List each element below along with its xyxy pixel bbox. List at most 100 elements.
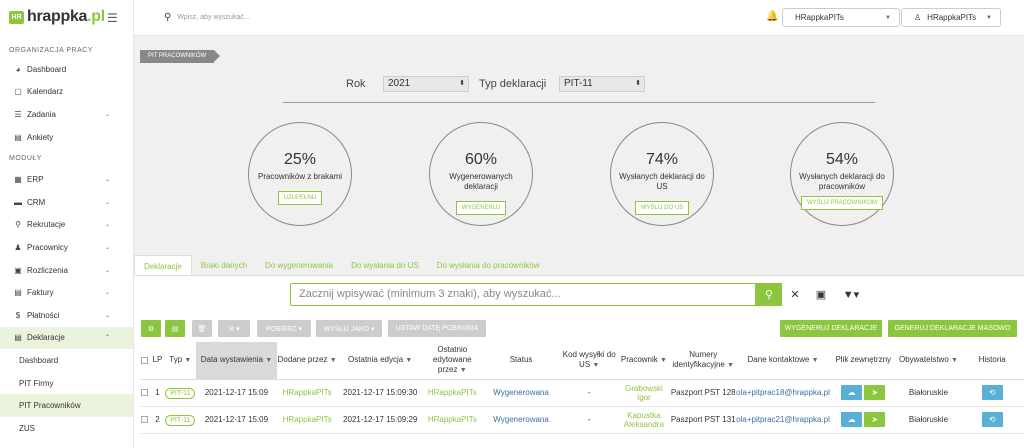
send-icon[interactable]: ➤ <box>864 385 886 400</box>
tab-declarations[interactable]: Deklaracje <box>134 255 192 275</box>
type-select[interactable]: PIT-11 ⬍ <box>559 76 645 92</box>
sidebar-item-crm[interactable]: ▬ CRM ⌄ <box>0 191 133 214</box>
col-typ[interactable]: Typ ▼ <box>164 342 196 380</box>
filter-icon[interactable]: ▼ <box>405 356 413 364</box>
company-select[interactable]: HRappkaPITs ▼ <box>782 8 900 27</box>
cell-pracownik[interactable]: Grabowski Igor <box>617 379 671 407</box>
sidebar-item-recruitment[interactable]: ⚲ Rekrutacje ⌄ <box>0 214 133 237</box>
send-icon[interactable]: ➤ <box>864 412 886 427</box>
logo-name: hrappka <box>27 8 88 25</box>
cell-dodane[interactable]: HRappkaPITs <box>277 379 338 407</box>
sidebar-sub-pit-pracownikow[interactable]: PIT Pracowników <box>0 394 133 417</box>
clear-button[interactable]: ✕ <box>782 283 808 306</box>
filter-icon[interactable]: ▼ <box>660 356 667 364</box>
bell-icon[interactable]: 🔔 <box>766 11 779 22</box>
sidebar-sub-zus[interactable]: ZUS <box>19 423 35 433</box>
generate-button[interactable]: WYGENERUJ <box>455 201 507 215</box>
generate-declarations-button[interactable]: WYGENERUJ DEKLARACJE <box>780 320 882 337</box>
cell-kontakt[interactable]: ola+pitprac21@hrappka.pl <box>736 406 830 434</box>
col-pracownik[interactable]: Pracownik ▼ <box>617 342 671 380</box>
tab-to-generate[interactable]: Do wygenerowania <box>265 261 334 270</box>
filter-icon[interactable]: ▼ <box>727 361 735 369</box>
col-numery[interactable]: Numery identyfikacyjne ▼ <box>670 342 737 380</box>
filter-icon[interactable]: ▼ <box>329 356 337 364</box>
year-select[interactable]: 2021 ⬍ <box>383 76 469 92</box>
settings-button[interactable]: ⚙ <box>141 320 161 337</box>
breadcrumb[interactable]: PIT PRACOWNIKÓW <box>140 50 221 63</box>
col-historia[interactable]: Historia <box>960 342 1024 380</box>
search-button[interactable]: ⚲ <box>756 283 782 306</box>
file-button[interactable]: ▤ <box>165 320 185 337</box>
history-icon[interactable]: ⟲ <box>981 412 1003 427</box>
sidebar-item-label: Zadania <box>27 109 56 119</box>
sidebar-item-tasks[interactable]: ☰ Zadania ⌄ <box>0 103 133 126</box>
filter-icon[interactable]: ▼ <box>265 356 273 364</box>
cell-pracownik[interactable]: Kapustka Aleksandra <box>617 406 671 434</box>
cloud-upload-icon[interactable]: ☁ <box>841 412 863 427</box>
sidebar-item-settlements[interactable]: ▣ Rozliczenia ⌄ <box>0 259 133 282</box>
send-employees-button[interactable]: WYŚLIJ PRACOWNIKOM <box>800 196 883 210</box>
download-button[interactable]: POBIERZ ▾ <box>257 320 311 337</box>
filter-button[interactable]: ▼▾ <box>834 283 868 306</box>
col-ostatnia-edycja[interactable]: Ostatnia edycja ▼ <box>337 342 424 380</box>
col-plik[interactable]: Plik zewnętrzny <box>829 342 897 380</box>
col-dane-kontaktowe[interactable]: Dane kontaktowe ▼ <box>736 342 830 380</box>
sidebar-item-dashboard[interactable]: ◕ Dashboard <box>0 58 133 81</box>
filter-icon[interactable]: ▼ <box>811 356 819 364</box>
pit-badge[interactable]: PIT-11 <box>165 415 196 426</box>
menu-toggle-icon[interactable]: ☰ <box>107 11 118 25</box>
sidebar-sub-dashboard[interactable]: Dashboard <box>19 355 59 365</box>
history-icon[interactable]: ⟲ <box>981 385 1003 400</box>
table-search-input[interactable]: Zacznij wpisywać (minimum 3 znaki), aby … <box>290 283 756 306</box>
delete-button[interactable]: 🗑 <box>192 320 212 337</box>
complete-button[interactable]: UZUPEŁNIJ <box>277 191 323 205</box>
filter-icon[interactable]: ▼ <box>459 366 467 374</box>
filter-icon[interactable]: ▼ <box>184 356 192 364</box>
sidebar-item-invoices[interactable]: ▤ Faktury ⌄ <box>0 281 133 304</box>
stat-generated: 60% Wygenerowanych deklaracji WYGENERUJ <box>429 122 533 226</box>
main-content: PIT PRACOWNIKÓW Rok 2021 ⬍ Typ deklaracj… <box>134 36 1024 448</box>
col-obywatelstwo[interactable]: Obywatelstwo ▼ <box>896 342 961 380</box>
tab-to-send-us[interactable]: Do wysłania do US <box>351 261 419 270</box>
col-data-wystawienia[interactable]: Data wystawienia ▼ <box>195 342 278 380</box>
cell-edytowane[interactable]: HRappkaPITs <box>423 379 482 407</box>
col-ostatnio-edytowane[interactable]: Ostatnio edytowane przez ▼ <box>423 342 482 380</box>
col-kod-wysylki[interactable]: Kod wysyłki do US ▼ <box>560 342 618 380</box>
chevron-down-icon: ⌄ <box>104 244 110 251</box>
send-us-button[interactable]: WYŚLIJ DO US <box>634 201 690 215</box>
sidebar-item-payments[interactable]: $ Płatności ⌄ <box>0 304 133 327</box>
tab-missing-data[interactable]: Braki danych <box>200 261 248 270</box>
send-as-button[interactable]: WYŚLIJ JAKO ▾ <box>316 320 382 337</box>
save-filter-button[interactable]: ▣ <box>808 283 834 306</box>
top-search[interactable]: ⚲ Wpisz, aby wyszukać... <box>164 12 250 23</box>
sidebar-item-employees[interactable]: ♟ Pracownicy ⌄ <box>0 236 133 259</box>
tab-to-send-employees[interactable]: Do wysłania do pracowników <box>436 261 540 270</box>
col-status[interactable]: Status <box>481 342 561 380</box>
pit-badge[interactable]: PIT-11 <box>165 388 196 399</box>
sidebar-sub-pit-firmy[interactable]: PIT Firmy <box>19 378 54 388</box>
logo[interactable]: HR hrappka.pl <box>0 0 133 34</box>
cell-edytowane[interactable]: HRappkaPITs <box>423 406 482 434</box>
cell-historia: ⟲ <box>960 406 1024 434</box>
filter-icon[interactable]: ▼ <box>592 361 600 369</box>
row-checkbox[interactable] <box>140 406 150 434</box>
sidebar-item-declarations[interactable]: ▤ Deklaracje ⌃ <box>0 326 133 350</box>
col-dodane-przez[interactable]: Dodane przez ▼ <box>277 342 338 380</box>
sidebar-item-erp[interactable]: ▦ ERP ⌄ <box>0 168 133 191</box>
generate-bulk-button[interactable]: GENERUJ DEKLARACJE MASOWO <box>888 320 1017 337</box>
filter-icon[interactable]: ▼ <box>951 356 958 364</box>
top-search-input[interactable]: Wpisz, aby wyszukać... <box>177 14 250 21</box>
col-lp[interactable]: LP <box>149 342 165 380</box>
email-button[interactable]: ✉ ▾ <box>218 320 250 337</box>
user-select[interactable]: ♙ HRappkaPITs ▼ <box>901 8 1001 27</box>
cloud-upload-icon[interactable]: ☁ <box>841 385 863 400</box>
sidebar-item-calendar[interactable]: ▢ Kalendarz <box>0 81 133 104</box>
select-all-checkbox[interactable] <box>140 342 150 380</box>
cell-dodane[interactable]: HRappkaPITs <box>277 406 338 434</box>
cell-kontakt[interactable]: ola+pitprac18@hrappka.pl <box>736 379 830 407</box>
set-date-button[interactable]: USTAW DATĘ POBRANIA <box>388 320 486 337</box>
stat-percent: 25% <box>283 151 317 168</box>
row-checkbox[interactable] <box>140 379 150 407</box>
sidebar-item-surveys[interactable]: ▤ Ankiety <box>0 126 133 149</box>
sidebar: HR hrappka.pl ☰ ORGANIZACJA PRACY ◕ Dashb… <box>0 0 134 448</box>
